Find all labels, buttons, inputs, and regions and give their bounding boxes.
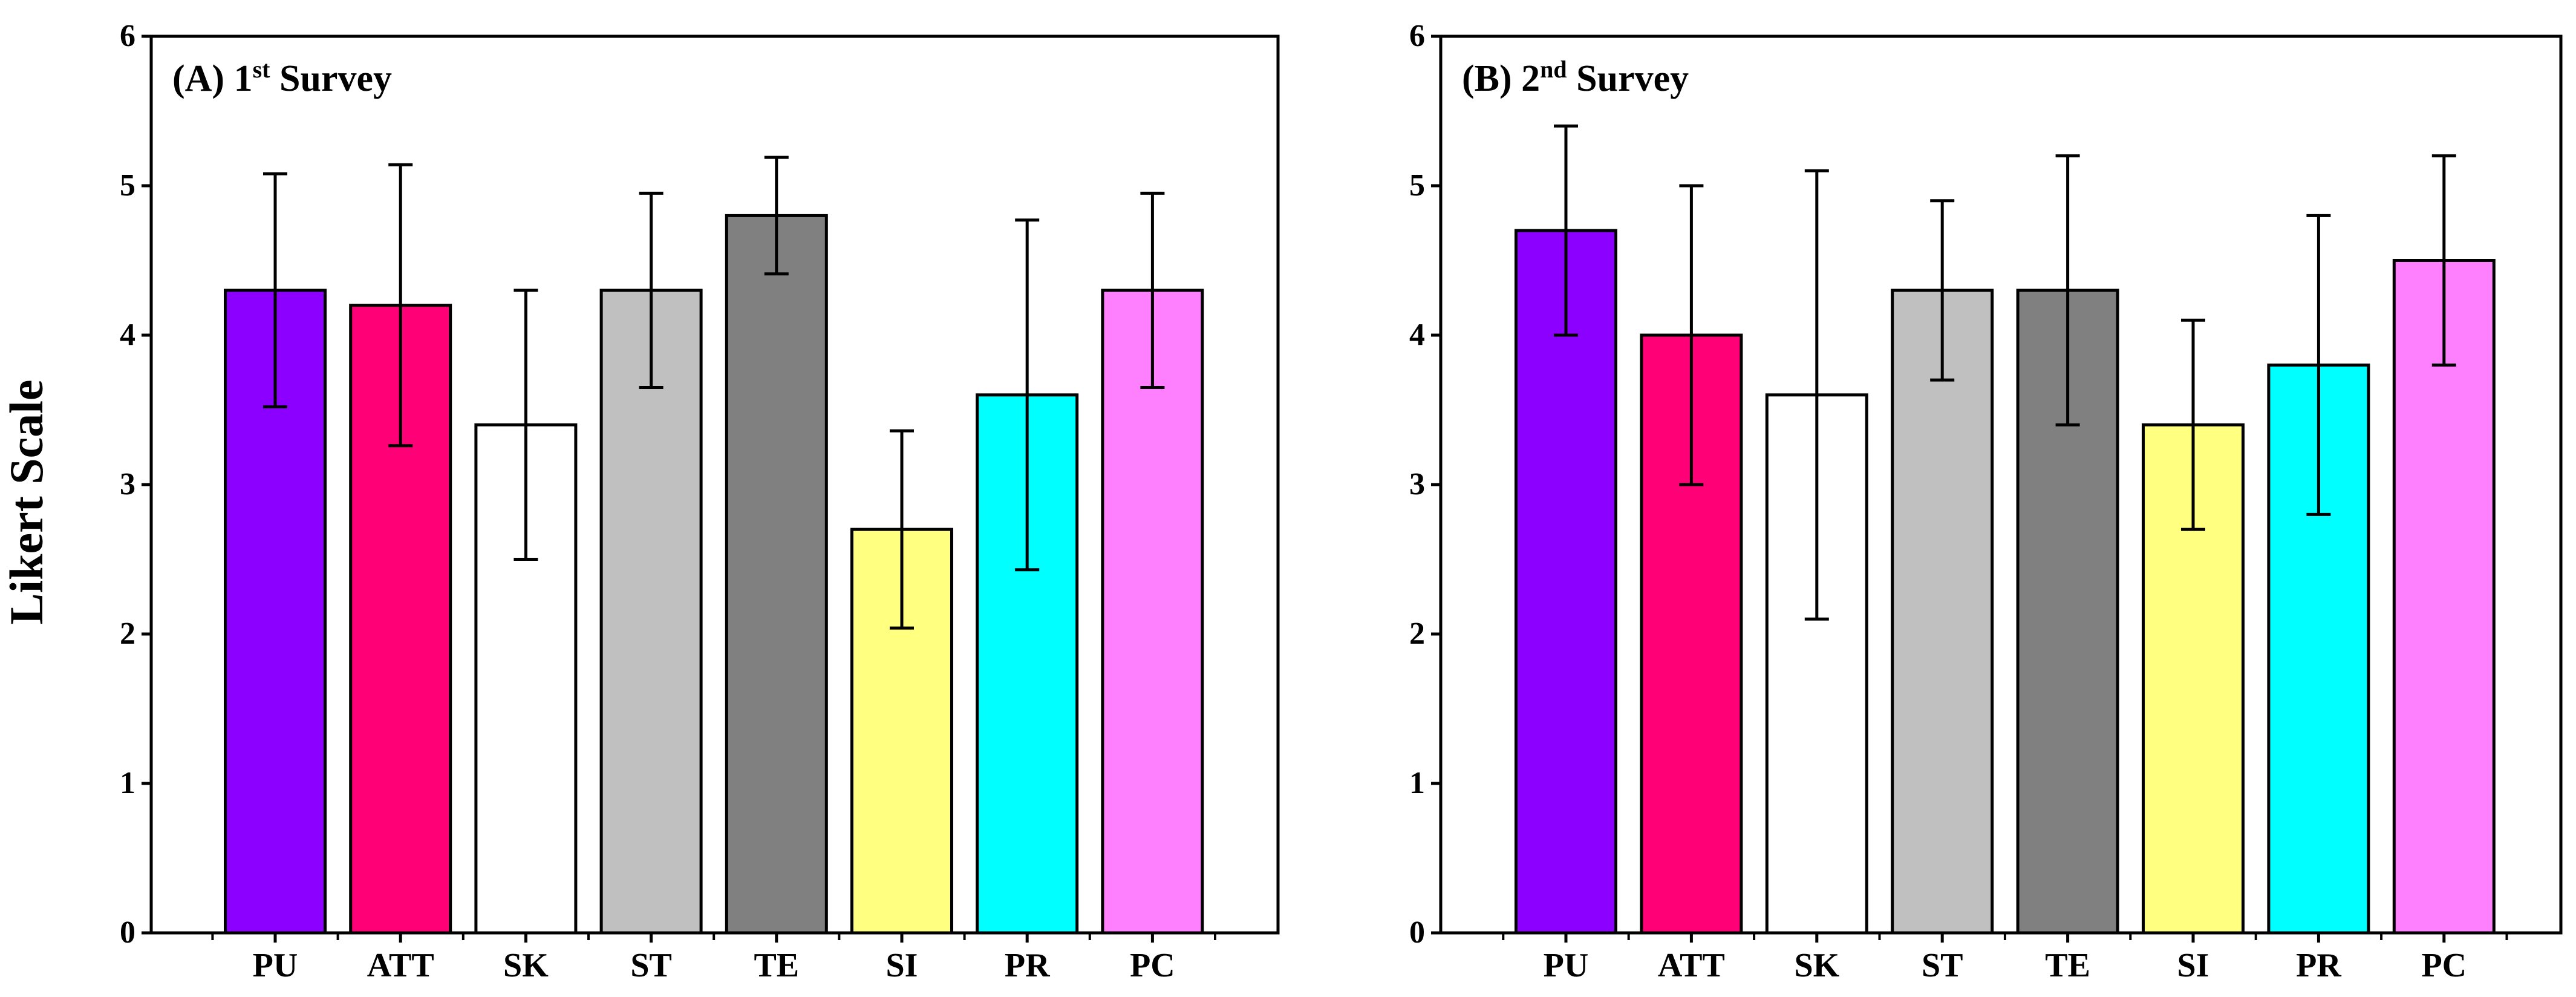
bar-st: [1891, 289, 1994, 935]
x-tick-label: TE: [2045, 947, 2090, 984]
x-tick-label: SI: [886, 947, 918, 984]
panel-title: (A) 1st Survey: [172, 56, 392, 99]
x-tick-label: ST: [1922, 947, 1963, 984]
bar-te: [725, 214, 828, 935]
bar-pc: [1101, 289, 1204, 935]
y-tick-label: 6: [120, 19, 135, 53]
y-tick-label: 5: [120, 168, 135, 203]
y-tick-label: 0: [1409, 915, 1425, 950]
y-tick-label: 3: [120, 467, 135, 502]
panel-title-main: (A) 1: [172, 58, 253, 99]
x-tick-label: ATT: [1658, 947, 1725, 984]
bar-pr: [976, 393, 1079, 935]
panel-title-rest: Survey: [1567, 58, 1689, 99]
x-tick-label: TE: [754, 947, 799, 984]
x-tick-label: ST: [630, 947, 672, 984]
bar-st: [599, 289, 703, 935]
x-tick-label: SK: [503, 947, 549, 984]
x-tick-label: PC: [2421, 947, 2467, 984]
panel-title: (B) 2nd Survey: [1462, 56, 1689, 99]
panel-title-superscript: nd: [1540, 56, 1567, 83]
y-tick-label: 1: [1409, 766, 1425, 800]
y-tick-label: 5: [1409, 168, 1425, 203]
y-axis-label: Likert Scale: [0, 379, 53, 624]
y-tick-label: 3: [1409, 467, 1425, 502]
x-tick-label: PU: [1544, 947, 1589, 984]
y-tick-label: 2: [1409, 616, 1425, 651]
x-tick-label: PR: [1005, 947, 1050, 984]
x-tick-label: PU: [253, 947, 298, 984]
x-tick-label: SI: [2177, 947, 2209, 984]
panel-title-rest: Survey: [270, 58, 392, 99]
x-tick-label: ATT: [367, 947, 434, 984]
y-tick-label: 2: [120, 616, 135, 651]
y-tick-label: 0: [120, 915, 135, 950]
x-tick-label: PR: [2296, 947, 2341, 984]
panel-b: 0 1 2 3 4 5 6 PU ATT SK ST TE SI PR PC (B) 2nd Survey: [1409, 19, 2563, 984]
y-tick-label: 4: [1409, 318, 1425, 352]
panel-title-main: (B) 2: [1462, 58, 1540, 99]
y-tick-label: 4: [120, 318, 135, 352]
panel-title-superscript: st: [253, 56, 271, 83]
x-tick-label: PC: [1130, 947, 1175, 984]
panel-a: 0 1 2 3 4 5 6 PU ATT SK ST TE SI PR PC (A) 1st Survey: [120, 19, 1280, 984]
y-tick-label: 1: [120, 766, 135, 800]
y-tick-label: 6: [1409, 19, 1425, 53]
x-tick-label: SK: [1794, 947, 1839, 984]
